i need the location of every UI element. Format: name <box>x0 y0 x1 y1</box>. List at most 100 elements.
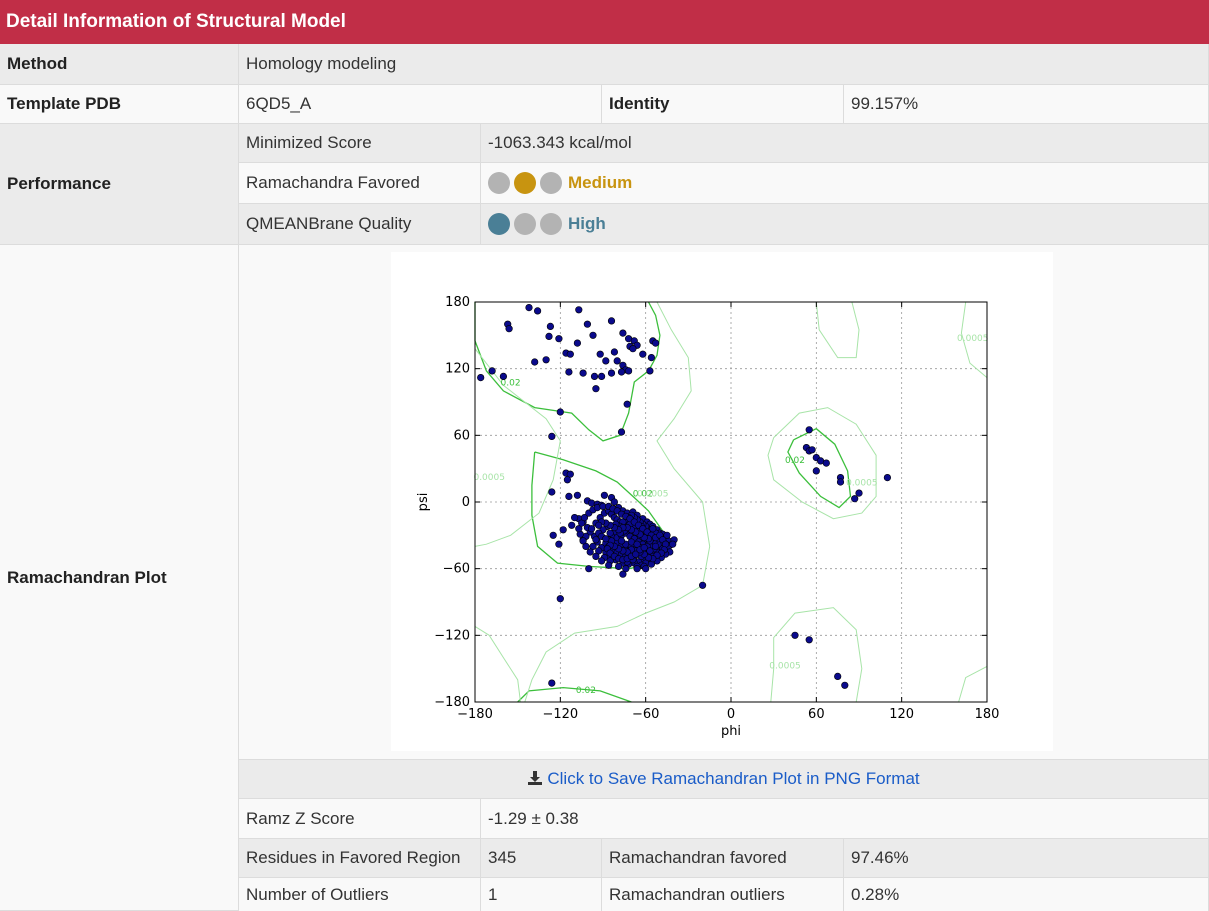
data-point <box>619 329 627 337</box>
contour-0-02 <box>787 427 852 509</box>
x-tick-label: −120 <box>542 707 578 722</box>
data-point <box>592 552 600 561</box>
data-point <box>565 492 573 500</box>
data-point <box>556 595 564 603</box>
x-tick-label: −180 <box>457 707 493 722</box>
data-point <box>625 367 633 375</box>
data-point <box>559 526 567 534</box>
data-point <box>598 557 606 565</box>
data-point <box>613 357 621 365</box>
data-point <box>607 369 616 377</box>
contour-label: 0.0005 <box>473 473 505 483</box>
method-label: Method <box>0 44 239 85</box>
data-point <box>617 428 626 436</box>
data-point <box>589 542 597 551</box>
data-point <box>571 514 579 522</box>
contour-0-0005 <box>767 407 877 520</box>
identity-value: 99.157% <box>844 85 1209 124</box>
y-tick-label: −120 <box>434 628 470 643</box>
contour-label: 0.02 <box>501 378 521 388</box>
contour-label: 0.0005 <box>769 662 801 672</box>
favored-region-value: 345 <box>481 839 602 878</box>
data-point <box>545 332 553 340</box>
data-point <box>646 367 654 375</box>
data-point <box>602 357 610 365</box>
data-point <box>477 373 485 382</box>
save-plot-row: Click to Save Ramachandran Plot in PNG F… <box>239 760 1209 799</box>
x-axis-label: phi <box>721 724 741 739</box>
data-point <box>610 498 618 506</box>
data-point <box>642 565 650 573</box>
data-point <box>525 303 533 312</box>
qmean-rating-label: High <box>568 214 606 233</box>
data-point <box>548 679 556 687</box>
data-point <box>855 489 863 497</box>
y-tick-label: −180 <box>434 695 470 710</box>
identity-label: Identity <box>602 85 844 124</box>
data-point <box>808 446 816 454</box>
ramz-label: Ramz Z Score <box>239 799 481 839</box>
data-point <box>632 550 640 558</box>
data-point <box>633 540 641 548</box>
data-point <box>534 307 542 315</box>
data-point <box>580 514 589 522</box>
contour-0-02 <box>517 686 632 703</box>
ramachandran-plot: 0.02 0.02 0.0005 0.0005 0.02 0.0005 0.0005 0.00… <box>391 252 1053 751</box>
data-point <box>555 335 563 343</box>
data-point <box>669 540 677 548</box>
data-point <box>579 369 587 377</box>
save-plot-link-text: Click to Save Ramachandran Plot in PNG F… <box>547 769 920 788</box>
data-point <box>573 491 581 499</box>
save-plot-link[interactable]: Click to Save Ramachandran Plot in PNG F… <box>527 769 920 789</box>
data-point <box>585 565 593 573</box>
data-point <box>640 544 648 552</box>
ramachandran-plot-label: Ramachandran Plot <box>0 245 239 911</box>
data-point <box>598 372 606 380</box>
contour-0-0005 <box>524 301 711 703</box>
data-point <box>586 548 594 556</box>
data-point <box>575 525 583 533</box>
y-tick-label: 120 <box>445 362 470 377</box>
panel-header: Detail Information of Structural Model <box>0 0 1209 44</box>
x-tick-label: 180 <box>975 707 1000 722</box>
contour-0-0005 <box>474 302 561 547</box>
data-point <box>568 521 576 529</box>
rating-dot-1 <box>488 172 510 194</box>
outliers-label: Number of Outliers <box>239 878 481 911</box>
x-tick-label: −60 <box>632 707 659 722</box>
data-point <box>579 537 587 545</box>
data-point <box>629 345 637 353</box>
contour-0-0005 <box>958 665 988 703</box>
favored-region-label: Residues in Favored Region <box>239 839 481 878</box>
data-point <box>600 491 608 499</box>
data-point <box>592 385 600 393</box>
contour-label: 0.0005 <box>957 334 989 344</box>
minimized-score-label: Minimized Score <box>239 124 481 163</box>
contour-0-0005 <box>815 301 860 359</box>
data-point <box>499 372 507 380</box>
data-point <box>606 529 614 537</box>
data-point <box>565 368 573 376</box>
download-icon <box>528 771 543 785</box>
qmean-rating: High <box>481 204 1209 245</box>
data-point <box>623 400 631 408</box>
data-point <box>566 470 574 478</box>
data-point <box>575 306 583 314</box>
x-tick-label: 0 <box>727 707 735 722</box>
data-point <box>822 459 830 467</box>
data-point <box>555 540 563 548</box>
data-point <box>617 368 626 376</box>
contour-0-0005 <box>770 607 863 703</box>
data-point <box>617 537 626 545</box>
data-point <box>883 474 892 482</box>
rating-dot-3 <box>540 213 562 235</box>
contour-0-0005 <box>474 625 521 703</box>
y-tick-label: 180 <box>445 295 470 310</box>
data-point <box>663 531 671 539</box>
method-value: Homology modeling <box>239 44 1209 85</box>
y-axis-label: psi <box>416 493 431 512</box>
data-point <box>588 525 596 533</box>
data-point <box>542 356 550 364</box>
contour-label: 0.02 <box>785 456 805 466</box>
data-point <box>563 476 571 484</box>
